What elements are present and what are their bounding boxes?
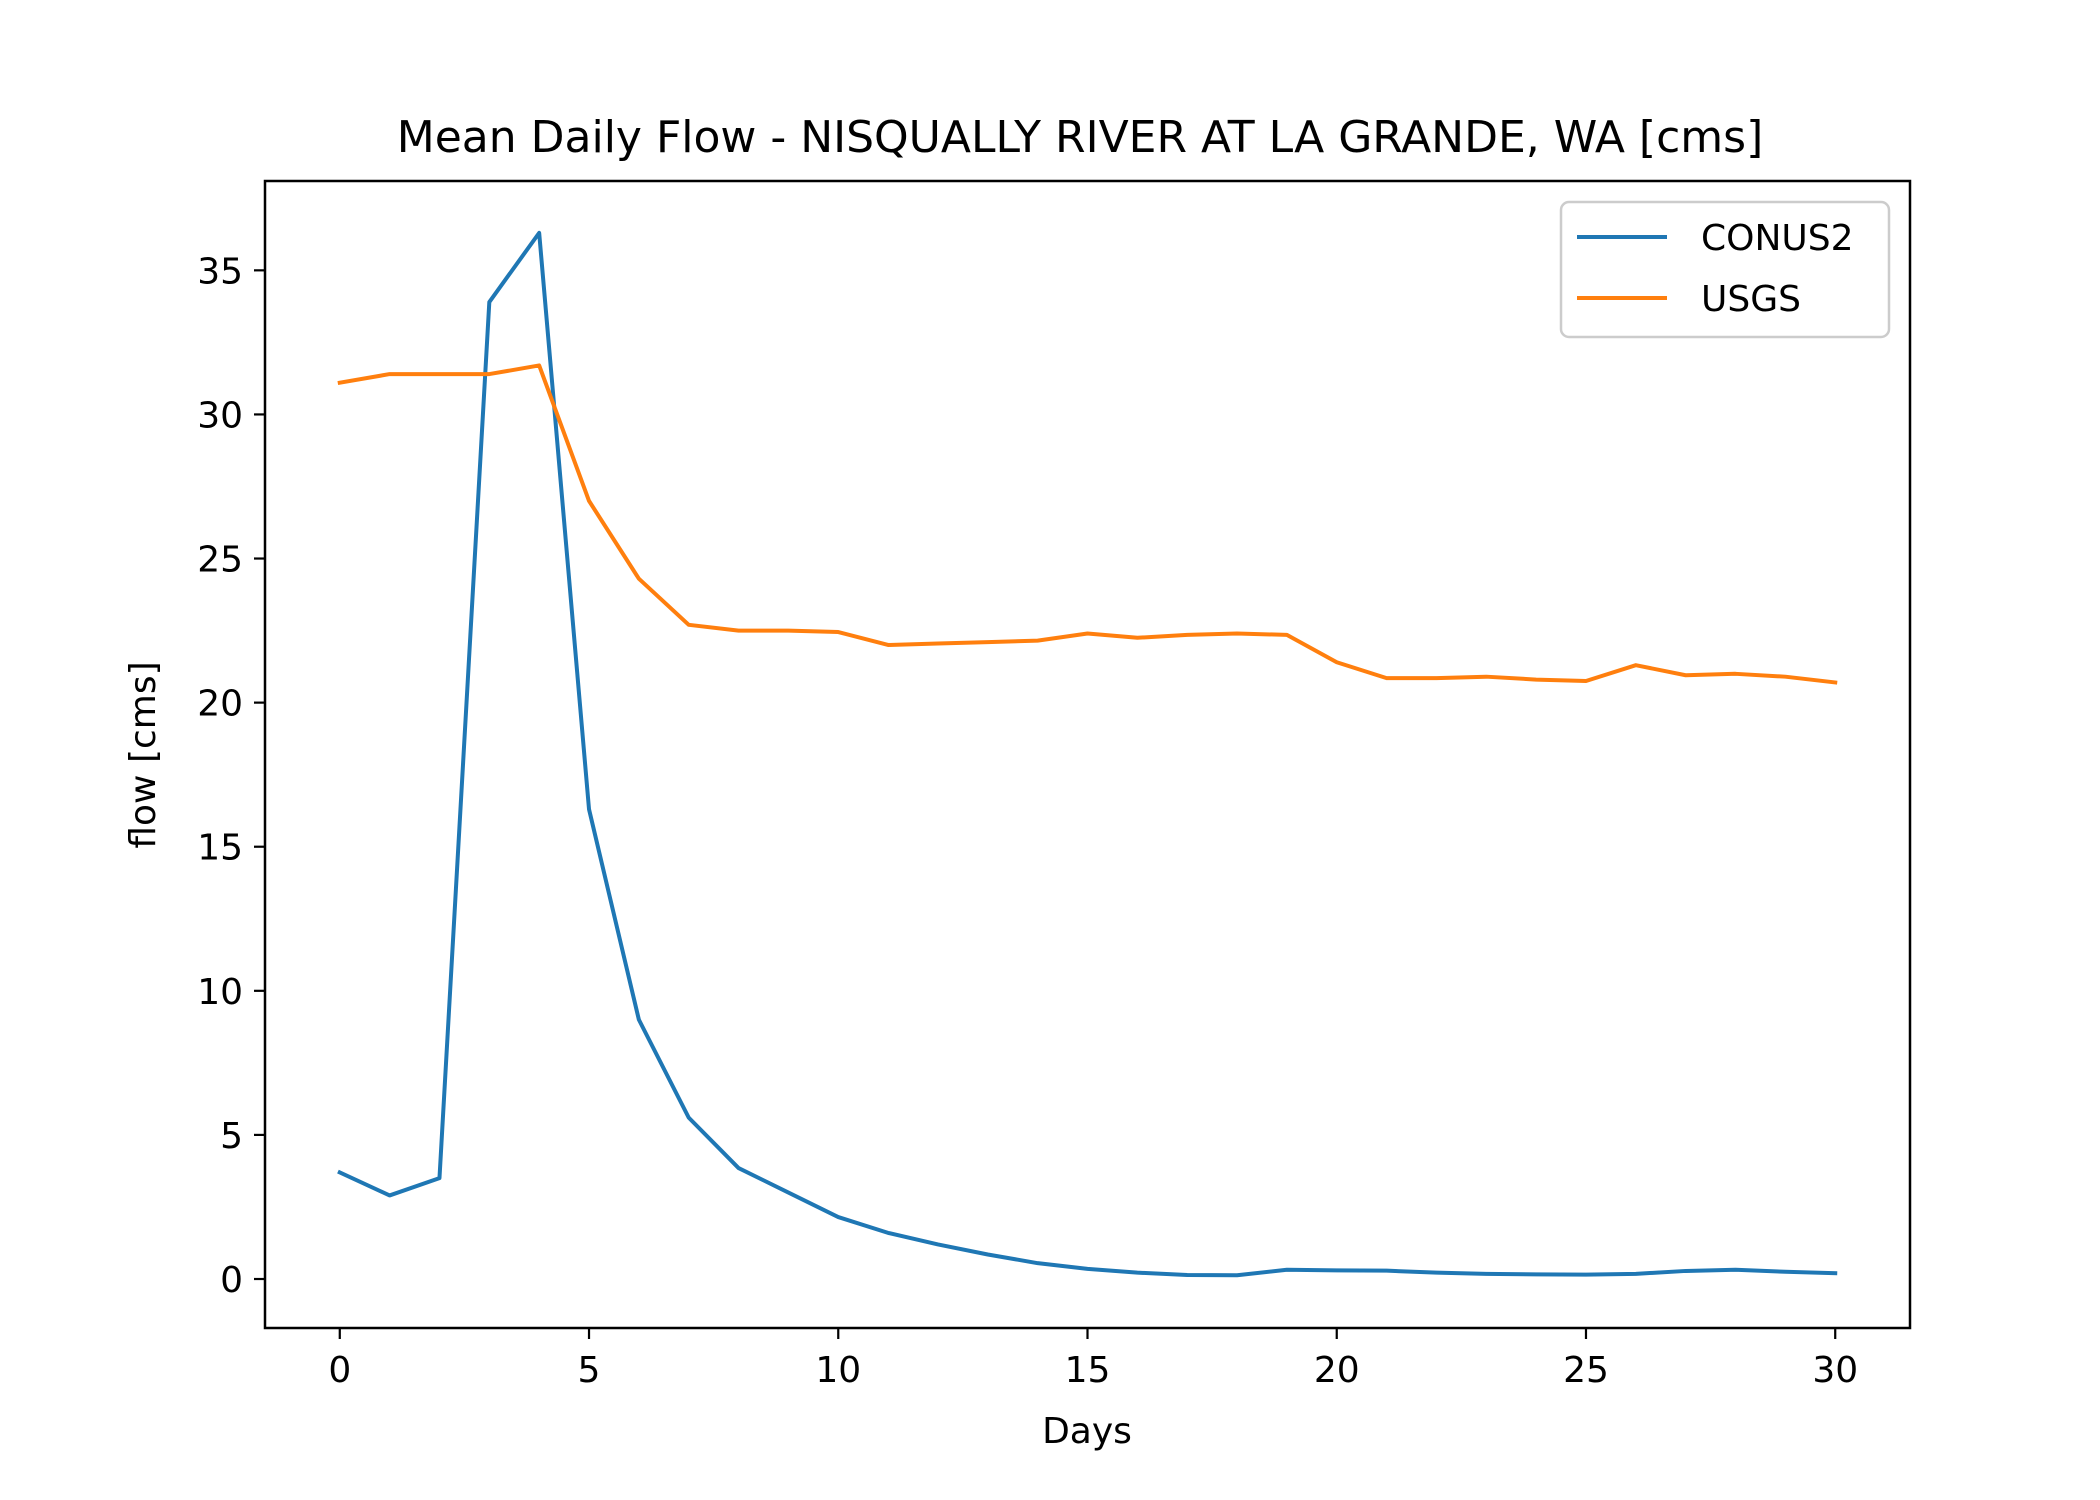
x-tick-label: 25 [1563,1350,1609,1391]
y-tick-label: 15 [197,828,243,869]
series-lines [337,230,1838,1278]
x-tick-label: 5 [578,1350,601,1391]
series-line-conus2 [337,230,1838,1278]
plot-area: 0 5 10 15 20 25 30 0 5 10 15 20 25 30 35 [197,179,1912,1391]
x-axis: 0 5 10 15 20 25 30 [328,1328,1858,1391]
series-line-usgs [337,363,1838,685]
y-tick-label: 0 [220,1260,243,1301]
y-axis: 0 5 10 15 20 25 30 35 [197,251,265,1301]
y-tick-label: 5 [220,1116,243,1157]
legend: CONUS2 USGS [1559,200,1891,339]
x-tick-label: 0 [328,1350,351,1391]
x-tick-label: 20 [1314,1350,1360,1391]
legend-label-conus2: CONUS2 [1701,218,1854,259]
x-tick-label: 15 [1065,1350,1111,1391]
y-tick-label: 10 [197,972,243,1013]
y-tick-label: 25 [197,540,243,581]
y-tick-label: 30 [197,395,243,436]
y-tick-label: 20 [197,684,243,725]
x-tick-label: 30 [1812,1350,1858,1391]
legend-items: CONUS2 USGS [1577,218,1854,320]
y-tick-label: 35 [197,251,243,292]
y-axis-label: flow [cms] [123,661,164,848]
chart-title: Mean Daily Flow - NISQUALLY RIVER AT LA … [397,112,1764,163]
x-axis-label: Days [1042,1411,1132,1452]
x-tick-label: 10 [815,1350,861,1391]
legend-label-usgs: USGS [1701,279,1801,320]
